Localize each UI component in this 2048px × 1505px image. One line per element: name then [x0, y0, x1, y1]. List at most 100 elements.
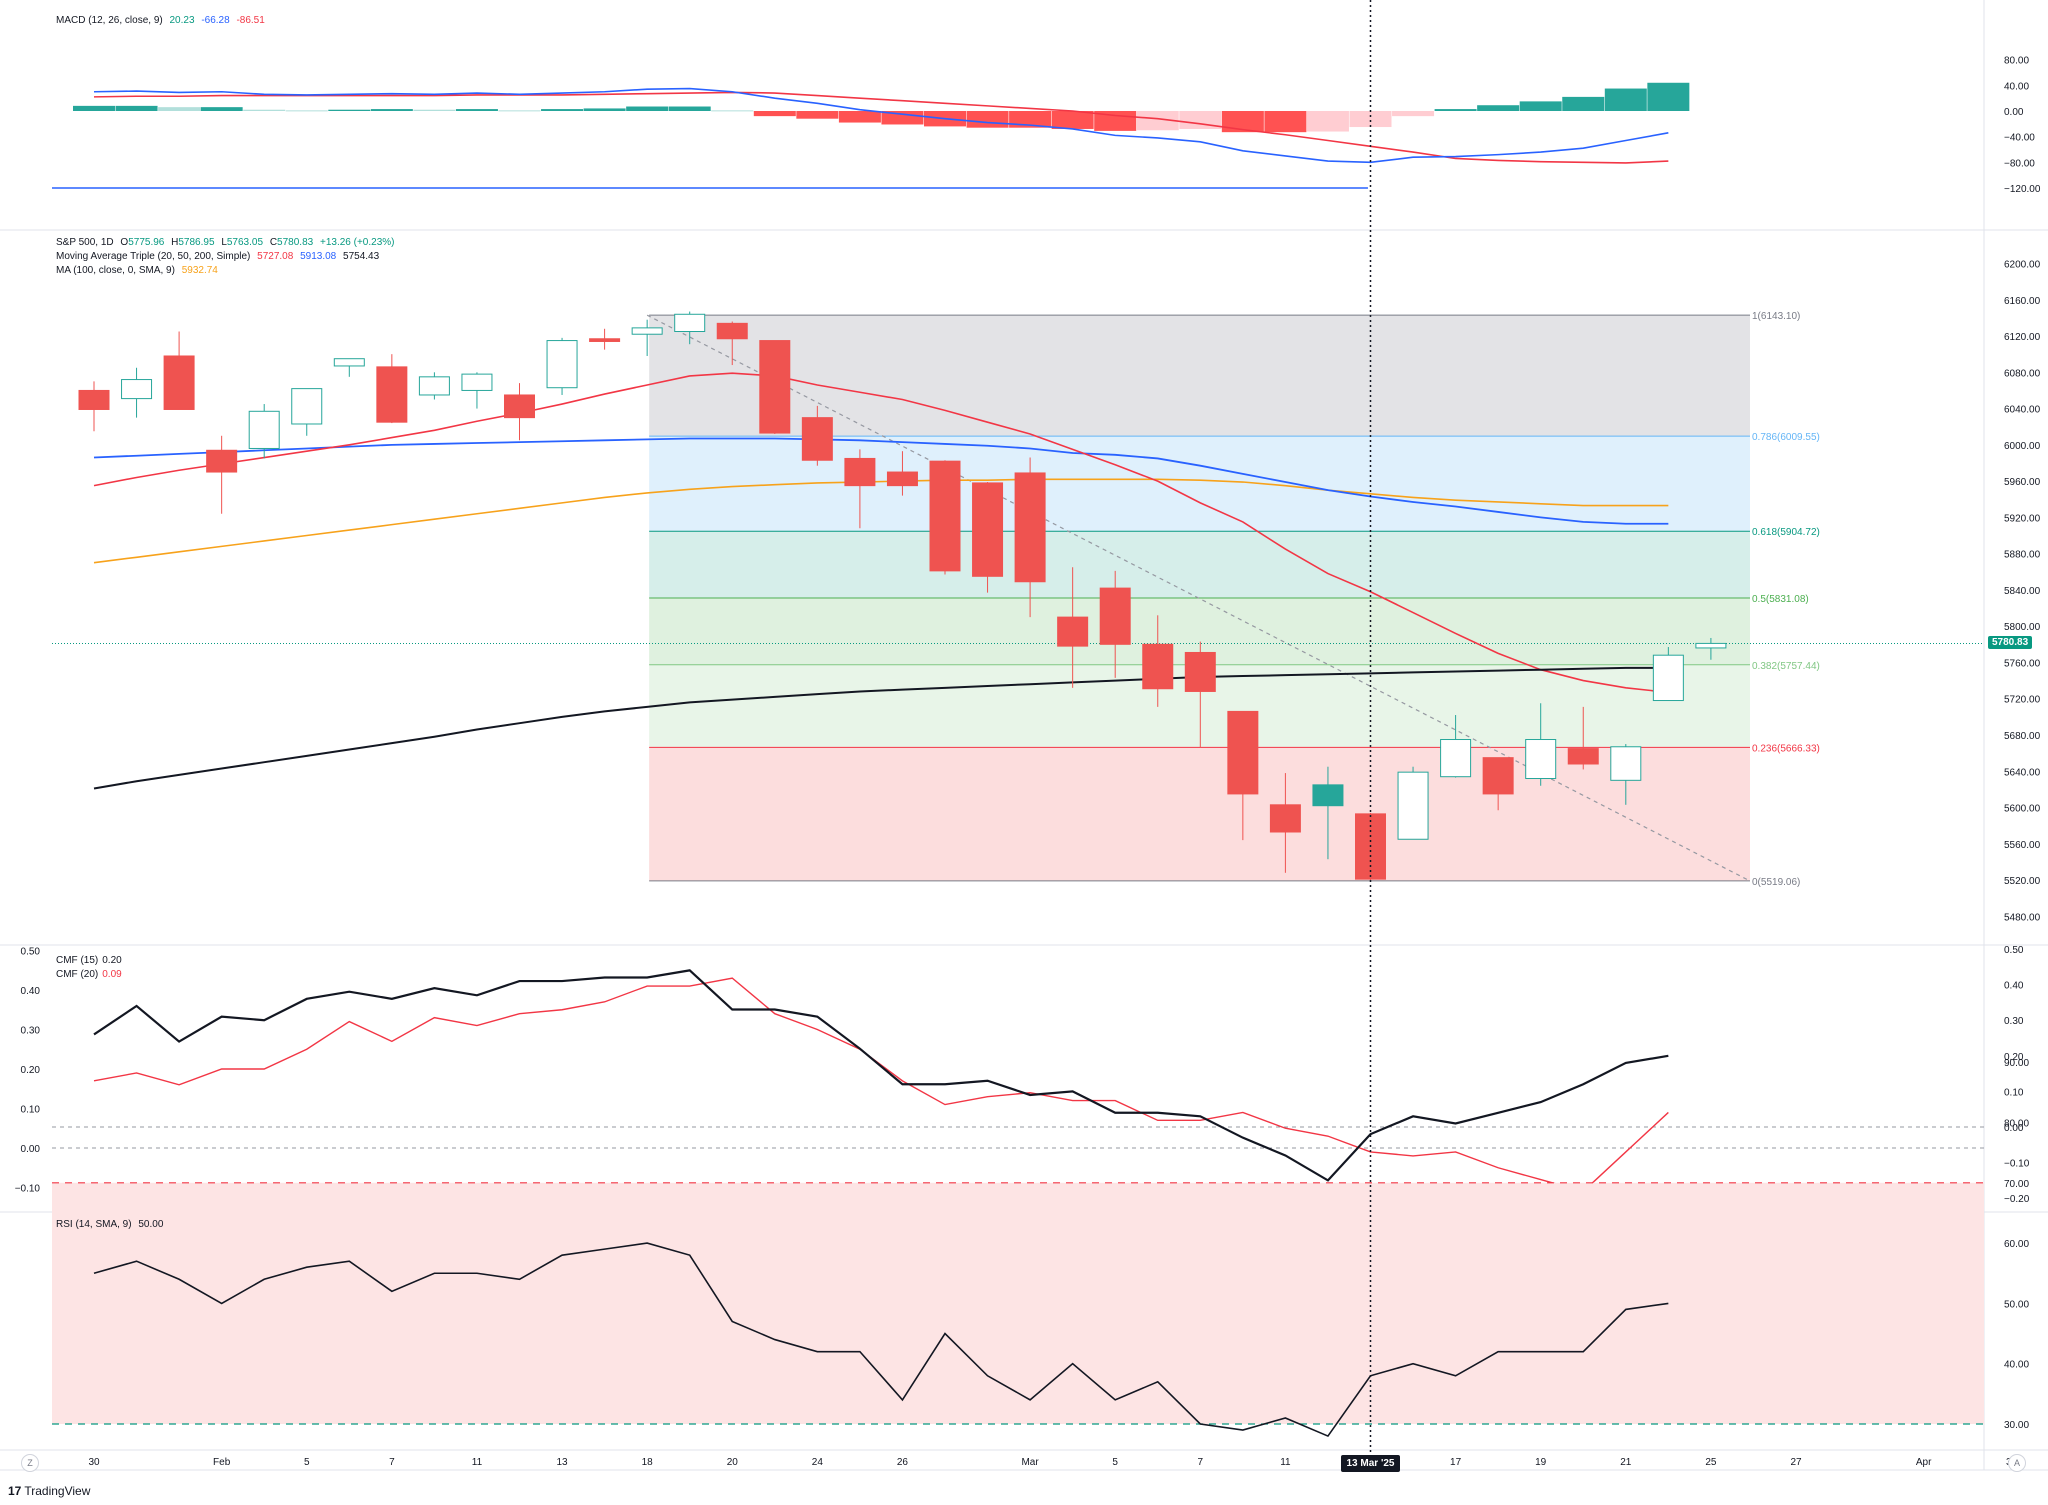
time-axis-label: Apr [1916, 1457, 1932, 1468]
macd-histogram-bar [711, 110, 754, 112]
macd-histogram-bar [1221, 111, 1264, 133]
candle-body [333, 358, 365, 367]
macd-value-1: 20.23 [169, 15, 195, 26]
cmf15-value: 0.20 [102, 955, 122, 966]
candle-body [1695, 642, 1727, 649]
price-axis-tick: 5680.00 [2004, 731, 2041, 742]
candle-body [1397, 771, 1429, 840]
tradingview-logo-icon: 17 [8, 1484, 22, 1498]
cmf-right-axis-tick: 0.20 [2004, 1052, 2024, 1063]
candle-body [461, 373, 493, 391]
fib-level-label: 0.618(5904.72) [1752, 527, 1820, 538]
cmf-right-axis-tick: −0.10 [2004, 1159, 2030, 1170]
ma200-value: 5754.43 [343, 251, 380, 262]
time-axis-label: 17 [1450, 1457, 1462, 1468]
macd-legend: MACD (12, 26, close, 9) 20.23 -66.28 -86… [56, 14, 269, 28]
candle-body [1610, 746, 1642, 781]
time-axis-label: Mar [1021, 1457, 1039, 1468]
cmf-right-axis-tick: −0.20 [2004, 1194, 2030, 1205]
time-axis-label: 11 [472, 1457, 483, 1468]
candle-body [929, 460, 961, 572]
rsi-axis-tick: 40.00 [2004, 1360, 2029, 1371]
macd-histogram-bar [796, 111, 839, 119]
candle-body [1652, 654, 1684, 702]
price-axis-tick: 6120.00 [2004, 332, 2041, 343]
cmf20-value: 0.09 [102, 969, 122, 980]
candle-body [418, 376, 450, 396]
candle-body [631, 327, 663, 335]
price-axis-tick: 5960.00 [2004, 477, 2041, 488]
rsi-legend: RSI (14, SMA, 9) 50.00 [56, 1218, 167, 1232]
macd-axis-tick: −120.00 [2004, 184, 2041, 195]
macd-axis-tick: 40.00 [2004, 81, 2029, 92]
macd-histogram-bar [413, 109, 456, 111]
cmf-legend: CMF (15) 0.20 CMF (20) 0.09 [56, 954, 126, 982]
time-axis-label: 5 [1112, 1457, 1118, 1468]
price-axis-tick: 5560.00 [2004, 840, 2041, 851]
time-axis-label: 27 [1790, 1457, 1802, 1468]
cmf-left-axis-tick: 0.30 [21, 1026, 41, 1037]
price-axis-tick: 6160.00 [2004, 296, 2041, 307]
tradingview-logo-text: TradingView [24, 1484, 91, 1498]
candle-body [1142, 643, 1174, 690]
price-axis-tick: 6040.00 [2004, 405, 2041, 416]
macd-histogram-bar [1392, 111, 1435, 117]
fib-level-label: 0.236(5666.33) [1752, 743, 1820, 754]
macd-histogram-bar [1349, 111, 1392, 128]
ma100-label: MA (100, close, 0, SMA, 9) [56, 265, 175, 276]
time-axis-label: 7 [1198, 1457, 1204, 1468]
macd-histogram-bar [200, 107, 243, 111]
ma100-value: 5932.74 [181, 265, 218, 276]
candle-body [1525, 739, 1557, 780]
macd-histogram-bar [1647, 82, 1690, 111]
macd-value-2: -66.28 [201, 15, 230, 26]
change-label: +13.26 (+0.23%) [319, 237, 395, 248]
auto-scale-right-button[interactable]: A [2008, 1454, 2026, 1472]
candle-body [1567, 748, 1599, 765]
ma50-line [93, 437, 1669, 525]
time-axis-label: 26 [897, 1457, 909, 1468]
candle-body [546, 340, 578, 389]
price-axis-tick: 5640.00 [2004, 767, 2041, 778]
price-axis-tick: 5600.00 [2004, 804, 2041, 815]
macd-histogram-bar [1477, 105, 1520, 111]
rsi-value: 50.00 [138, 1219, 164, 1230]
price-axis-tick: 6080.00 [2004, 368, 2041, 379]
macd-histogram-bar [541, 109, 584, 111]
candle-body [291, 388, 323, 425]
tradingview-logo[interactable]: 17 TradingView [8, 1484, 90, 1498]
macd-histogram-bar [1604, 88, 1647, 111]
time-axis-label: 24 [812, 1457, 824, 1468]
rsi-label: RSI (14, SMA, 9) [56, 1219, 132, 1230]
macd-line [93, 87, 1669, 164]
fib-level-label: 0(5519.06) [1752, 877, 1800, 888]
cmf-right-axis-tick: 0.50 [2004, 945, 2024, 956]
rsi-line [93, 1242, 1669, 1438]
price-axis-tick: 6200.00 [2004, 260, 2041, 271]
candle-body [1440, 739, 1472, 778]
time-axis-label: 18 [642, 1457, 654, 1468]
macd-axis-tick: −80.00 [2004, 158, 2035, 169]
rsi-axis-tick: 70.00 [2004, 1179, 2029, 1190]
rsi-axis-tick: 60.00 [2004, 1239, 2029, 1250]
candle-body [759, 340, 791, 434]
macd-histogram-bar [753, 111, 796, 117]
close-label: C5780.83 [269, 237, 314, 248]
macd-histogram-bar [455, 109, 498, 111]
high-label: H5786.95 [171, 237, 215, 248]
candle-body [1227, 710, 1259, 795]
macd-histogram-bar [668, 106, 711, 111]
time-axis-label: 7 [389, 1457, 395, 1468]
cmf-right-axis-tick: 0.30 [2004, 1016, 2024, 1027]
time-axis-label: 5 [304, 1457, 310, 1468]
time-axis-label: 20 [727, 1457, 739, 1468]
time-axis-label: 11 [1280, 1457, 1291, 1468]
macd-histogram-bar [1009, 111, 1052, 128]
candle-body [972, 482, 1004, 577]
macd-histogram-bar [626, 106, 669, 111]
auto-scale-left-button[interactable]: Z [21, 1454, 39, 1472]
cmf20-label: CMF (20) [56, 969, 99, 980]
ohlc-line: S&P 500, 1D O5775.96 H5786.95 L5763.05 C… [56, 236, 398, 250]
candle-body [716, 322, 748, 340]
